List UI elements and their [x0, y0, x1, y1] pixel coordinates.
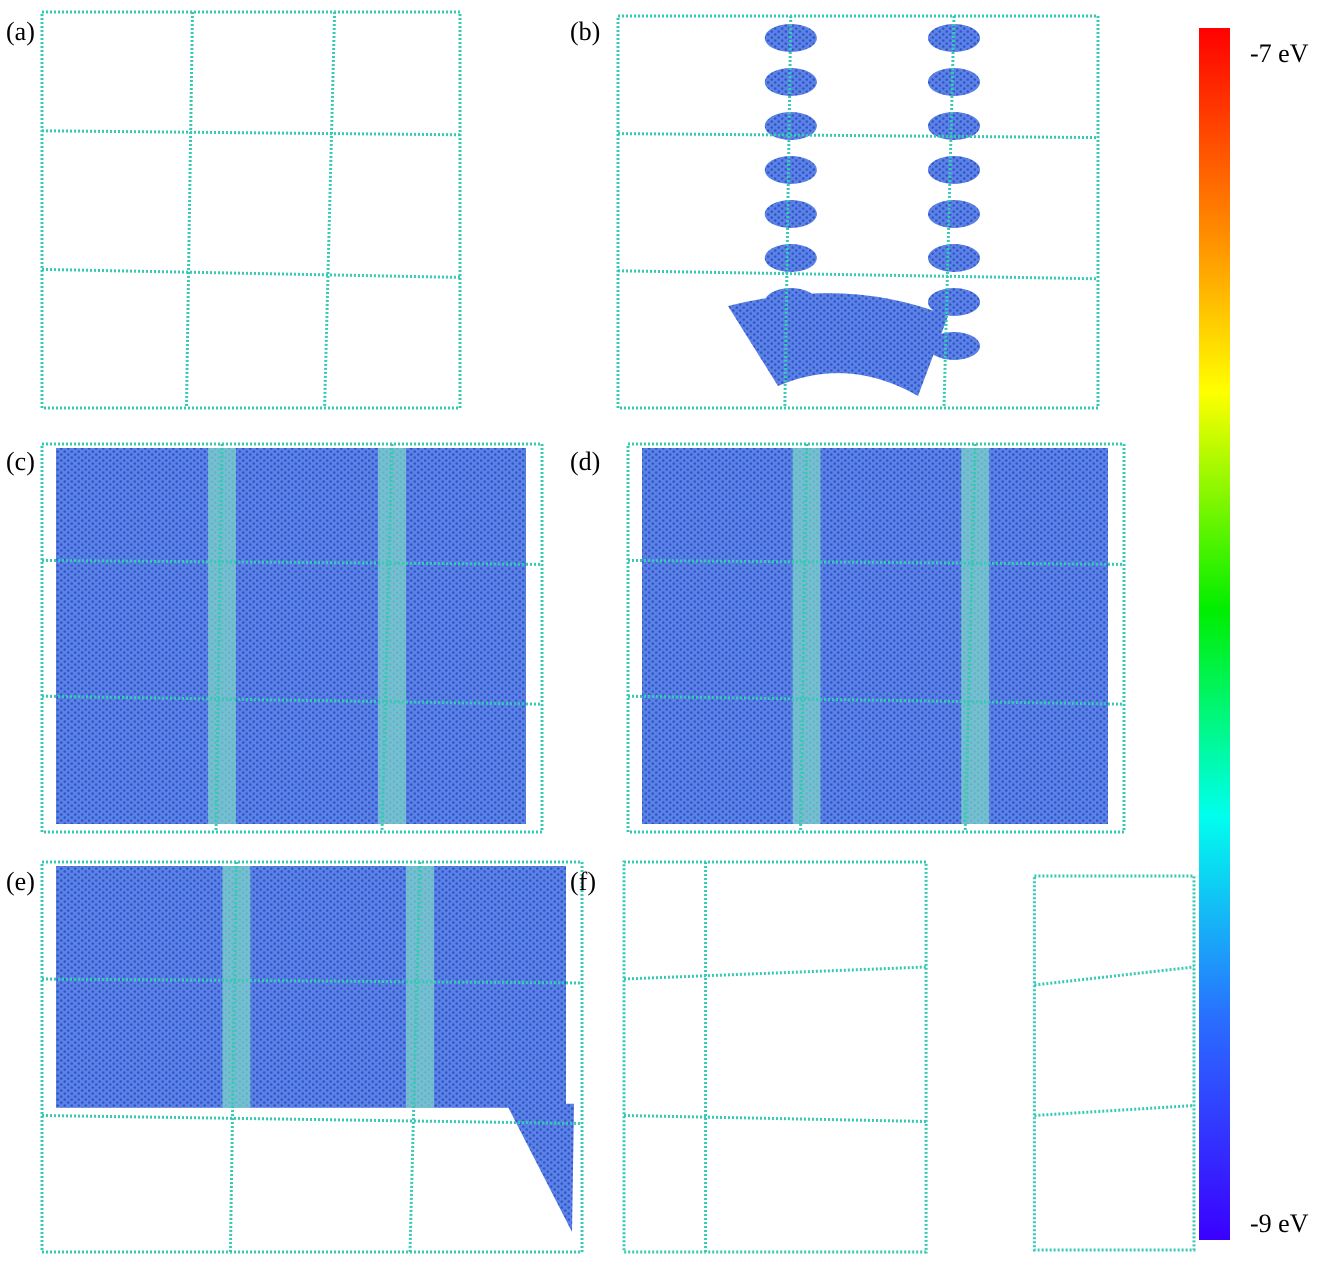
- panel-label: (a): [6, 17, 35, 46]
- panel-label: (d): [570, 447, 600, 476]
- grain-blob: [928, 200, 980, 228]
- panel-label: (c): [6, 447, 35, 476]
- panel-label: (f): [570, 867, 596, 896]
- grain-outline: [42, 12, 460, 408]
- grain-boundary: [624, 967, 926, 979]
- grain-fill: [642, 448, 1108, 824]
- grain-boundary: [1034, 967, 1194, 985]
- boundary-glow: [378, 448, 406, 824]
- grain-fill: [56, 448, 526, 824]
- panels: (a) (b) (c) (d) (e) (f): [6, 12, 1194, 1252]
- grain-boundary: [186, 12, 192, 408]
- grain-boundary: [1034, 1106, 1194, 1116]
- grain-fill: [56, 866, 566, 1108]
- grain-boundary: [618, 271, 1098, 279]
- grain-fill: [728, 293, 948, 396]
- colorbar-top-label: -7 eV: [1250, 39, 1309, 68]
- grain-outline: [624, 862, 926, 1252]
- grain-boundary: [42, 131, 460, 135]
- grain-boundary: [42, 269, 460, 277]
- panel-label: (e): [6, 867, 35, 896]
- grain-boundary: [624, 1116, 926, 1122]
- grain-boundary: [325, 12, 335, 408]
- grain-blob: [765, 244, 817, 272]
- grain-blob: [928, 244, 980, 272]
- boundary-glow: [961, 448, 989, 824]
- grain-blob: [765, 156, 817, 184]
- grain-blob: [765, 200, 817, 228]
- grain-boundary: [618, 134, 1098, 138]
- grain-boundary: [42, 1116, 582, 1124]
- grain-outline: [1034, 876, 1194, 1250]
- grain-blob: [928, 156, 980, 184]
- colorbar-bottom-label: -9 eV: [1250, 1209, 1309, 1238]
- colorbar: [1199, 28, 1230, 1240]
- figure: (a) (b) (c) (d) (e) (f) -7 eV -9 eV: [0, 0, 1327, 1264]
- panel-label: (b): [570, 17, 600, 46]
